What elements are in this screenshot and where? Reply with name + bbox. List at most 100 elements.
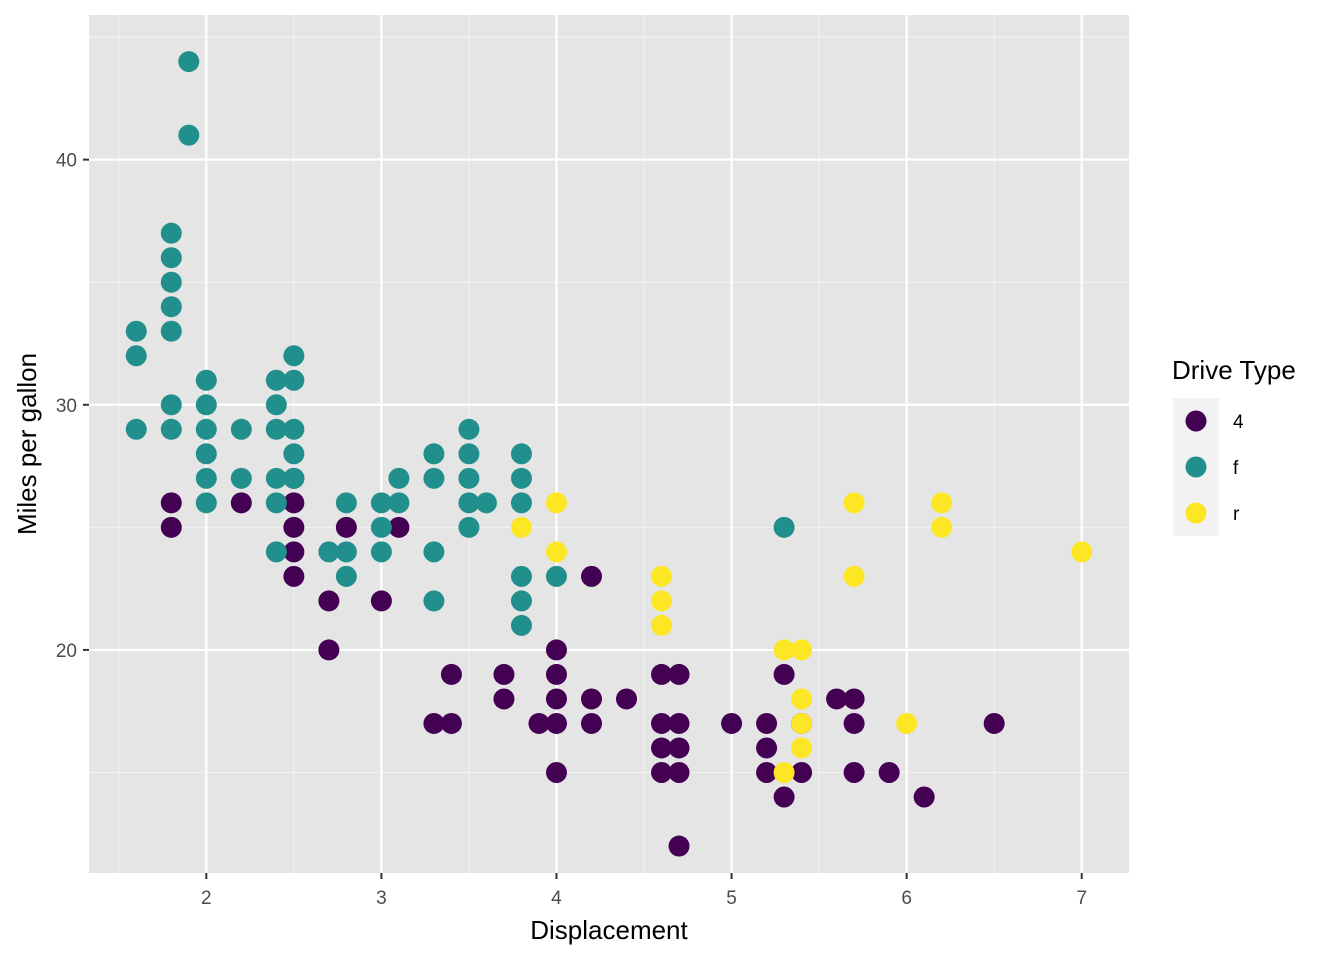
data-point-f <box>773 516 795 538</box>
data-point-f <box>125 320 147 342</box>
data-point-f <box>265 418 287 440</box>
data-point-4 <box>843 688 865 710</box>
data-point-4 <box>528 712 550 734</box>
data-point-f <box>265 369 287 391</box>
data-point-f <box>195 492 217 514</box>
x-axis-title: Displacement <box>530 915 688 945</box>
data-point-4 <box>545 761 567 783</box>
data-point-4 <box>668 663 690 685</box>
data-points <box>125 51 1093 857</box>
legend-marker-f <box>1185 456 1207 478</box>
data-point-4 <box>668 761 690 783</box>
data-point-f <box>335 492 357 514</box>
data-point-4 <box>668 737 690 759</box>
y-axis: 20 30 40 <box>56 151 89 662</box>
data-point-4 <box>423 712 445 734</box>
data-point-r <box>931 516 953 538</box>
data-point-f <box>510 443 532 465</box>
data-point-4 <box>843 761 865 783</box>
data-point-f <box>423 443 445 465</box>
data-point-r <box>791 737 813 759</box>
data-point-f <box>388 467 410 489</box>
data-point-4 <box>545 712 567 734</box>
data-point-f <box>510 492 532 514</box>
data-point-4 <box>580 712 602 734</box>
data-point-4 <box>493 688 515 710</box>
data-point-f <box>283 443 305 465</box>
data-point-f <box>510 590 532 612</box>
data-point-f <box>510 614 532 636</box>
data-point-4 <box>668 712 690 734</box>
data-point-f <box>195 443 217 465</box>
y-tick-label: 20 <box>56 641 77 662</box>
data-point-4 <box>493 663 515 685</box>
data-point-f <box>423 541 445 563</box>
data-point-f <box>160 271 182 293</box>
data-point-r <box>791 712 813 734</box>
data-point-4 <box>651 761 673 783</box>
data-point-4 <box>843 712 865 734</box>
data-point-f <box>458 418 480 440</box>
data-point-4 <box>913 786 935 808</box>
data-point-f <box>458 443 480 465</box>
data-point-4 <box>791 761 813 783</box>
data-point-4 <box>160 492 182 514</box>
data-point-r <box>773 639 795 661</box>
data-point-f <box>475 492 497 514</box>
data-point-r <box>791 639 813 661</box>
data-point-4 <box>668 835 690 857</box>
legend-label-r: r <box>1233 504 1240 525</box>
data-point-f <box>265 394 287 416</box>
legend: Drive Type 4 f r <box>1172 355 1296 536</box>
data-point-f <box>510 467 532 489</box>
data-point-f <box>195 418 217 440</box>
data-point-4 <box>773 786 795 808</box>
x-tick-label: 6 <box>901 888 912 909</box>
data-point-f <box>195 394 217 416</box>
data-point-f <box>510 565 532 587</box>
data-point-4 <box>388 516 410 538</box>
data-point-f <box>388 492 410 514</box>
minor-gridlines <box>89 15 1129 873</box>
x-tick-label: 5 <box>726 888 737 909</box>
data-point-f <box>160 320 182 342</box>
data-point-4 <box>283 516 305 538</box>
data-point-f <box>283 345 305 367</box>
y-tick-label: 40 <box>56 151 77 172</box>
data-point-f <box>283 418 305 440</box>
data-point-f <box>458 516 480 538</box>
data-point-f <box>370 516 392 538</box>
data-point-f <box>283 369 305 391</box>
legend-marker-4 <box>1185 410 1207 432</box>
data-point-f <box>265 467 287 489</box>
legend-label-4: 4 <box>1233 412 1244 433</box>
legend-marker-r <box>1185 502 1207 524</box>
x-tick-label: 3 <box>376 888 387 909</box>
data-point-4 <box>878 761 900 783</box>
data-point-r <box>651 565 673 587</box>
data-point-f <box>230 467 252 489</box>
data-point-4 <box>283 492 305 514</box>
data-point-4 <box>283 541 305 563</box>
data-point-f <box>125 345 147 367</box>
data-point-f <box>195 467 217 489</box>
data-point-f <box>423 590 445 612</box>
data-point-r <box>510 516 532 538</box>
data-point-f <box>318 541 340 563</box>
data-point-f <box>178 51 200 73</box>
data-point-f <box>370 541 392 563</box>
data-point-f <box>335 565 357 587</box>
data-point-4 <box>756 737 778 759</box>
data-point-f <box>160 418 182 440</box>
data-point-r <box>843 565 865 587</box>
data-point-r <box>651 590 673 612</box>
data-point-4 <box>651 737 673 759</box>
legend-title: Drive Type <box>1172 355 1296 385</box>
data-point-f <box>160 394 182 416</box>
data-point-f <box>545 565 567 587</box>
data-point-f <box>230 418 252 440</box>
data-point-r <box>843 492 865 514</box>
y-axis-title: Miles per gallon <box>12 353 42 535</box>
